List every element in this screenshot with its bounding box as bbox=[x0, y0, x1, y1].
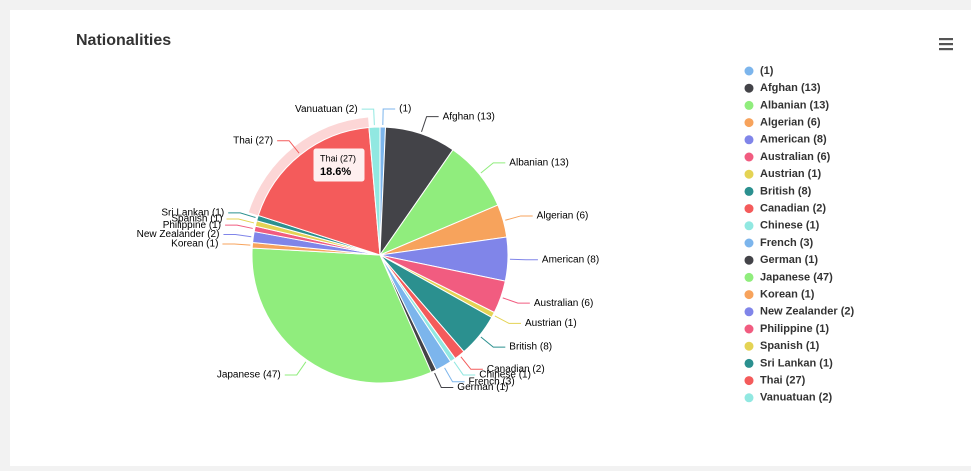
slice bbox=[368, 126, 381, 256]
data-label: British (8) bbox=[509, 342, 552, 353]
menu-bar[interactable] bbox=[939, 38, 953, 41]
legend-swatch bbox=[744, 186, 754, 196]
legend-swatch bbox=[744, 169, 754, 179]
tooltip: Thai (27) 18.6% bbox=[312, 147, 366, 183]
data-label: Korean (1) bbox=[171, 239, 218, 250]
legend-label: British (8) bbox=[760, 185, 812, 197]
menu-button[interactable] bbox=[939, 38, 953, 51]
legend-label: French (3) bbox=[760, 237, 814, 249]
legend-swatch bbox=[744, 118, 754, 128]
legend-label: Vanuatuan (2) bbox=[760, 392, 832, 404]
data-label: Algerian (6) bbox=[537, 211, 589, 222]
legend-swatch bbox=[744, 376, 754, 386]
legend-label: Australian (6) bbox=[760, 151, 831, 163]
legend-swatch bbox=[744, 358, 754, 368]
legend-label: Canadian (2) bbox=[760, 203, 826, 215]
legend-swatch bbox=[744, 238, 754, 248]
legend-label: New Zealander (2) bbox=[760, 306, 854, 318]
connector bbox=[284, 361, 307, 376]
legend-label: Japanese (47) bbox=[760, 271, 833, 283]
legend-swatch bbox=[744, 324, 754, 334]
connector bbox=[480, 162, 506, 174]
legend-label: Sri Lankan (1) bbox=[760, 357, 833, 369]
data-label: Sri Lankan (1) bbox=[161, 208, 224, 219]
legend-swatch bbox=[744, 290, 754, 300]
connector bbox=[228, 212, 256, 218]
connector bbox=[226, 218, 255, 224]
connector bbox=[382, 108, 396, 126]
menu-bar[interactable] bbox=[939, 48, 953, 51]
legend-swatch bbox=[744, 135, 754, 145]
legend-swatch bbox=[744, 255, 754, 265]
data-label: Albanian (13) bbox=[509, 158, 568, 169]
tooltip-box bbox=[312, 147, 366, 183]
connector bbox=[453, 361, 476, 376]
legend-label: (1) bbox=[760, 65, 774, 77]
connector bbox=[225, 224, 253, 229]
data-label: Spanish (1) bbox=[171, 214, 222, 225]
connector bbox=[444, 367, 465, 383]
connector bbox=[460, 356, 483, 370]
legend-label: American (8) bbox=[760, 134, 827, 146]
legend-label: Albanian (13) bbox=[760, 99, 829, 111]
legend-swatch bbox=[744, 307, 754, 317]
legend-label: Spanish (1) bbox=[760, 340, 820, 352]
data-label: French (3) bbox=[469, 376, 515, 387]
chart-title: Nationalities bbox=[76, 32, 171, 49]
legend-label: Korean (1) bbox=[760, 289, 815, 301]
legend-swatch bbox=[744, 341, 754, 351]
legend-swatch bbox=[744, 221, 754, 231]
tooltip-title: Thai (27) bbox=[320, 153, 356, 163]
connector bbox=[509, 258, 538, 261]
legend-label: Afghan (13) bbox=[760, 82, 821, 94]
connector bbox=[434, 372, 454, 389]
legend-swatch bbox=[744, 272, 754, 282]
legend-swatch bbox=[744, 204, 754, 214]
data-label: Thai (27) bbox=[233, 135, 273, 146]
connector bbox=[421, 116, 439, 132]
slice bbox=[251, 247, 432, 384]
data-label: Austrian (1) bbox=[525, 318, 577, 329]
legend-label: Algerian (6) bbox=[760, 117, 821, 129]
menu-bar[interactable] bbox=[939, 43, 953, 46]
legend-label: Austrian (1) bbox=[760, 168, 821, 180]
data-label: Japanese (47) bbox=[217, 370, 281, 381]
connector bbox=[277, 140, 300, 154]
data-label: German (1) bbox=[457, 382, 508, 393]
legend-label: German (1) bbox=[760, 254, 818, 266]
legend-swatch bbox=[744, 83, 754, 93]
data-label: American (8) bbox=[542, 254, 599, 265]
connector bbox=[223, 234, 252, 238]
legend-label: Chinese (1) bbox=[760, 220, 820, 232]
legend-label: Thai (27) bbox=[760, 375, 806, 387]
connector bbox=[502, 297, 530, 304]
data-label: Afghan (13) bbox=[443, 111, 495, 122]
connector bbox=[361, 108, 375, 126]
data-label: (1) bbox=[399, 104, 411, 115]
connector bbox=[494, 315, 521, 324]
data-label: Canadian (2) bbox=[487, 364, 545, 375]
connector bbox=[222, 243, 251, 246]
data-label: Chinese (1) bbox=[479, 370, 531, 381]
connector bbox=[505, 215, 533, 221]
data-label: Australian (6) bbox=[534, 298, 593, 309]
data-label: Vanuatuan (2) bbox=[295, 104, 358, 115]
data-label: New Zealander (2) bbox=[137, 229, 220, 240]
legend-label: Philippine (1) bbox=[760, 323, 829, 335]
tooltip-value: 18.6% bbox=[320, 166, 351, 178]
legend-swatch bbox=[744, 393, 754, 403]
data-label: Philippine (1) bbox=[163, 220, 221, 231]
legend-swatch bbox=[744, 100, 754, 110]
legend-swatch bbox=[744, 152, 754, 162]
connector bbox=[480, 336, 506, 348]
slice-halo bbox=[248, 117, 369, 216]
legend-swatch bbox=[744, 66, 754, 76]
